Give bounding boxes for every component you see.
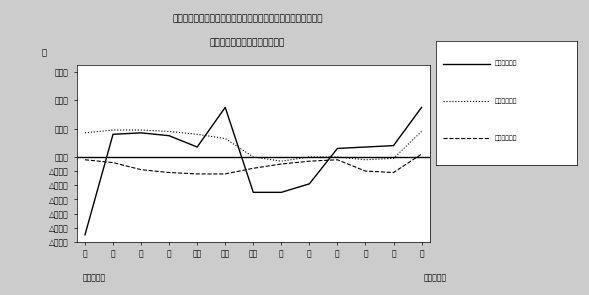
Text: 第４図　　賃金、労働時間、常用雇用指数対前年同月比の推移: 第４図 賃金、労働時間、常用雇用指数対前年同月比の推移 [172,15,323,24]
Text: ％: ％ [41,49,46,58]
Text: （規模５人以上　調査産業計）: （規模５人以上 調査産業計） [210,38,285,47]
Text: 平成１８年: 平成１８年 [82,273,105,282]
Text: 労働時間指数: 労働時間指数 [495,98,518,104]
Text: 現金給与総額: 現金給与総額 [495,61,518,66]
Text: 常用雇用指数: 常用雇用指数 [495,135,518,141]
Text: 平成１９年: 平成１９年 [424,273,447,282]
